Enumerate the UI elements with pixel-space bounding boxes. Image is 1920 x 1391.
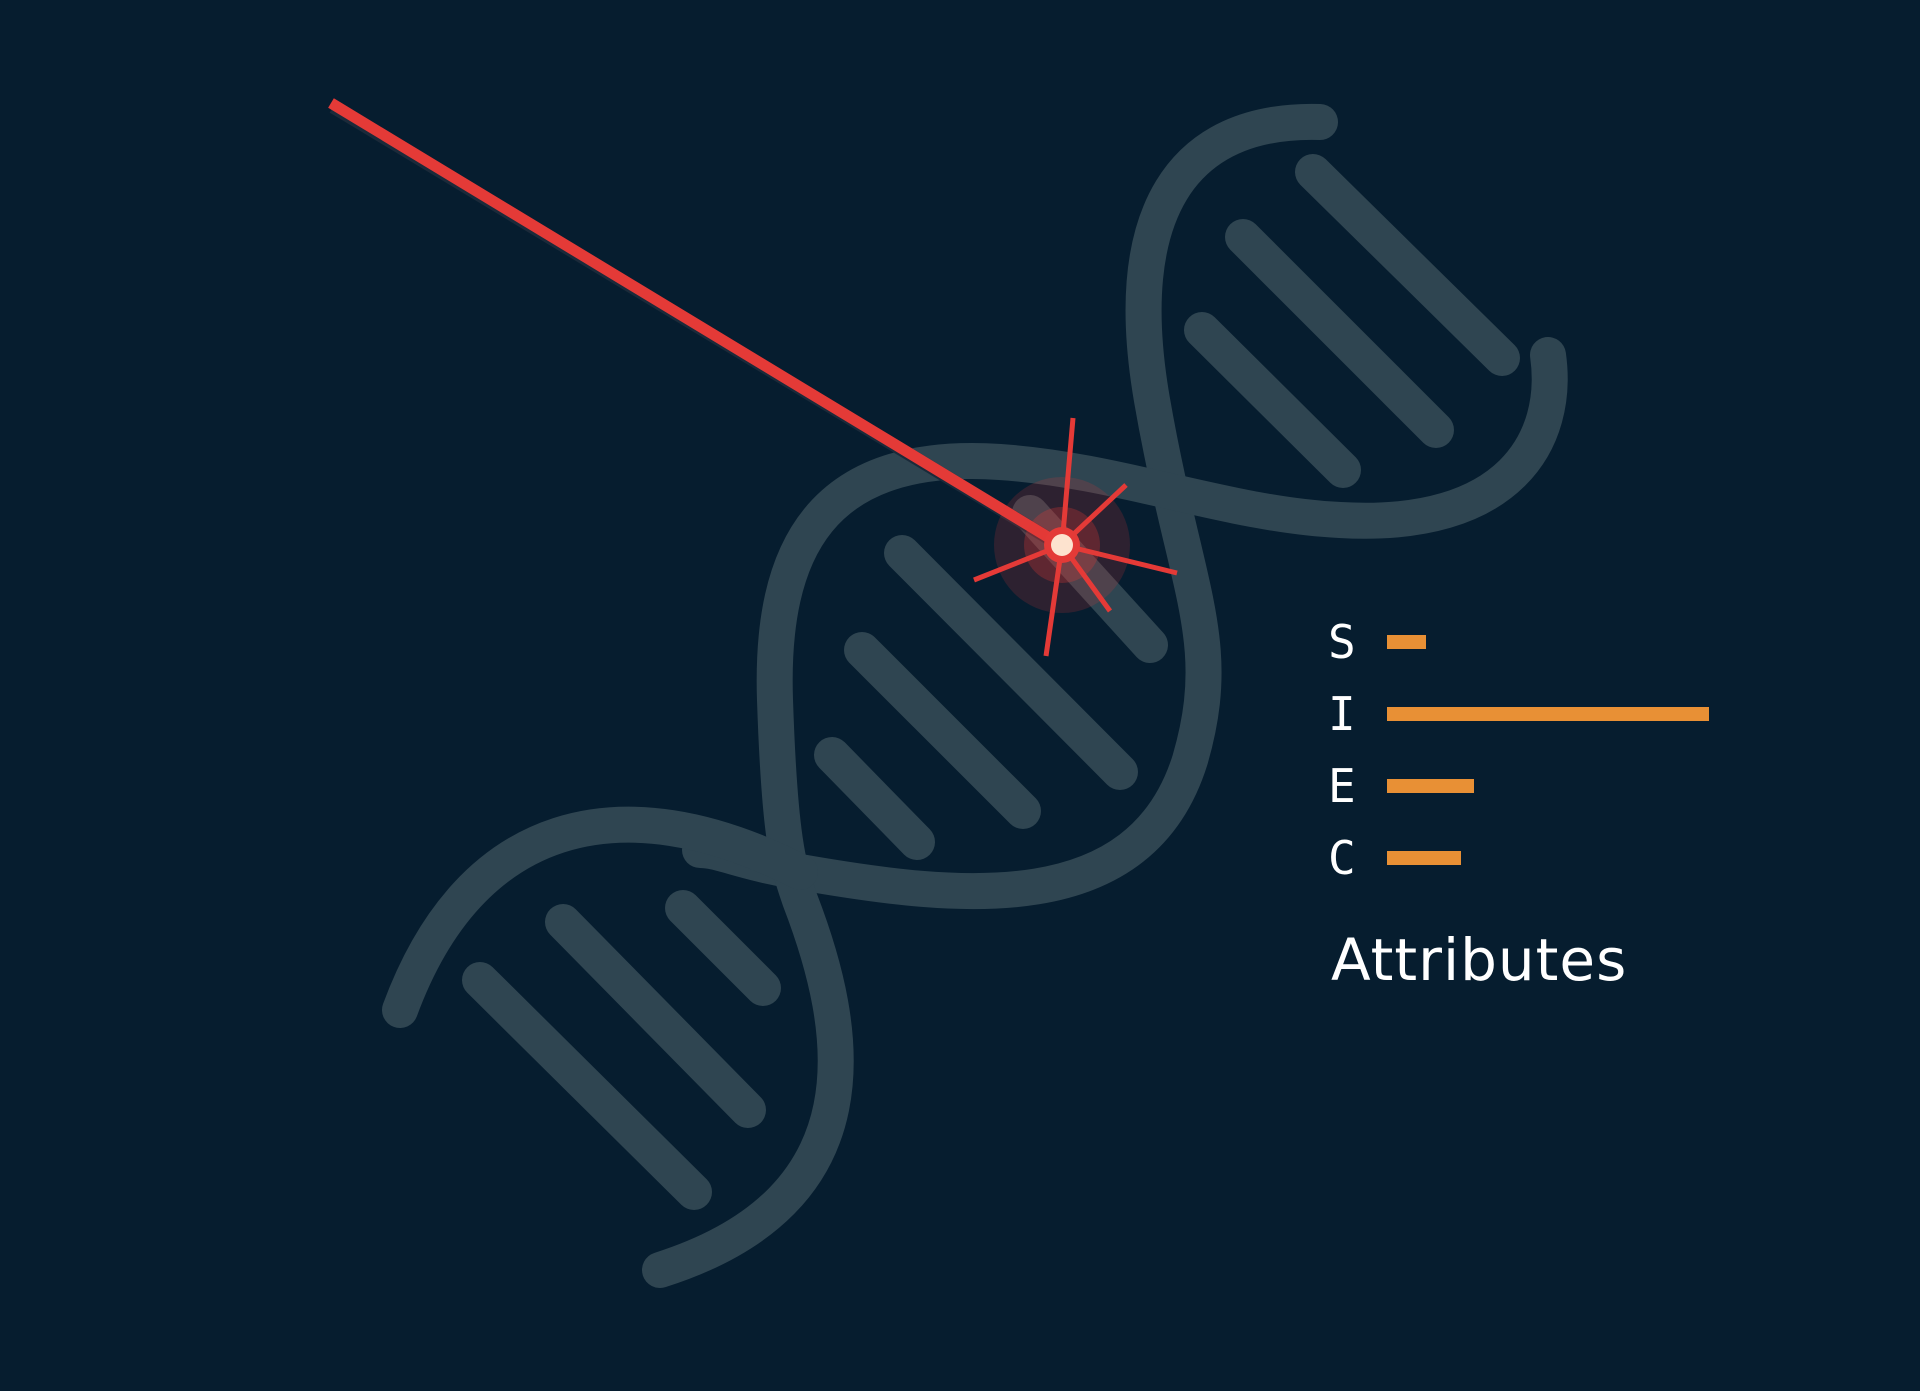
helix-backbone-2 (642, 337, 1568, 1288)
helix-rung (545, 904, 766, 1128)
helix-rung (1295, 154, 1520, 376)
attribute-row-s: S (1328, 612, 1748, 684)
attribute-row-c: C (1328, 828, 1748, 900)
attribute-bar-s (1387, 635, 1426, 649)
helix-rung (814, 737, 935, 860)
attribute-letter-s: S (1328, 615, 1356, 669)
laser-beam (328, 98, 1064, 550)
impact-core (1051, 534, 1073, 556)
helix-backbone-3 (382, 806, 818, 1028)
attribute-letter-c: C (1328, 831, 1356, 885)
helix-rung (1184, 312, 1361, 488)
attribute-bar-c (1387, 851, 1462, 865)
helix-rung (665, 890, 781, 1006)
attribute-track-s (1387, 635, 1709, 649)
attribute-letter-e: E (1328, 759, 1356, 813)
attribute-bar-e (1387, 779, 1474, 793)
helix-rung (1225, 219, 1454, 448)
laser-beam-icon (328, 98, 1067, 553)
attribute-row-i: I (1328, 684, 1748, 756)
attributes-title: Attributes (1331, 926, 1628, 994)
attribute-bar-i (1387, 707, 1709, 721)
attribute-row-e: E (1328, 756, 1748, 828)
dna-helix-icon (382, 103, 1568, 1288)
helix-rung (462, 962, 712, 1210)
attribute-track-c (1387, 851, 1709, 865)
helix-rung (884, 535, 1138, 790)
helix-rung (844, 632, 1041, 829)
attributes-panel: S I E C (1328, 612, 1748, 900)
impact-burst-icon (973, 417, 1178, 657)
attribute-letter-i: I (1328, 687, 1356, 741)
attribute-track-i (1387, 707, 1709, 721)
attribute-track-e (1387, 779, 1709, 793)
